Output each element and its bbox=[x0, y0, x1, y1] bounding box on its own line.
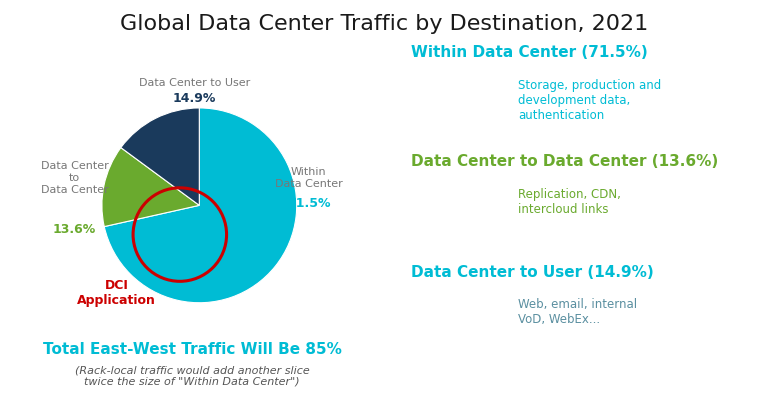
Text: Replication, CDN,
intercloud links: Replication, CDN, intercloud links bbox=[518, 188, 621, 216]
Text: DCI: DCI bbox=[104, 279, 128, 292]
Text: 13.6%: 13.6% bbox=[53, 223, 96, 236]
Text: Storage, production and
development data,
authentication: Storage, production and development data… bbox=[518, 79, 662, 122]
Text: Within Data Center (71.5%): Within Data Center (71.5%) bbox=[411, 45, 647, 60]
Text: Data Center to User: Data Center to User bbox=[139, 78, 250, 88]
Wedge shape bbox=[102, 148, 200, 227]
Text: Data Center to Data Center (13.6%): Data Center to Data Center (13.6%) bbox=[411, 154, 718, 169]
Wedge shape bbox=[121, 108, 200, 205]
Text: Web, email, internal
VoD, WebEx...: Web, email, internal VoD, WebEx... bbox=[518, 298, 637, 326]
Text: (Rack-local traffic would add another slice
twice the size of "Within Data Cente: (Rack-local traffic would add another sl… bbox=[74, 365, 310, 387]
Text: Global Data Center Traffic by Destination, 2021: Global Data Center Traffic by Destinatio… bbox=[120, 14, 648, 34]
Text: 14.9%: 14.9% bbox=[173, 92, 216, 105]
Text: Data Center to User (14.9%): Data Center to User (14.9%) bbox=[411, 265, 654, 280]
Text: Data Center
to
Data Center: Data Center to Data Center bbox=[41, 162, 108, 195]
Text: Application: Application bbox=[77, 294, 156, 307]
Text: Total East-West Traffic Will Be 85%: Total East-West Traffic Will Be 85% bbox=[42, 342, 342, 357]
Wedge shape bbox=[104, 108, 296, 303]
Text: 71.5%: 71.5% bbox=[286, 197, 330, 210]
Text: Within
Data Center: Within Data Center bbox=[274, 167, 343, 189]
